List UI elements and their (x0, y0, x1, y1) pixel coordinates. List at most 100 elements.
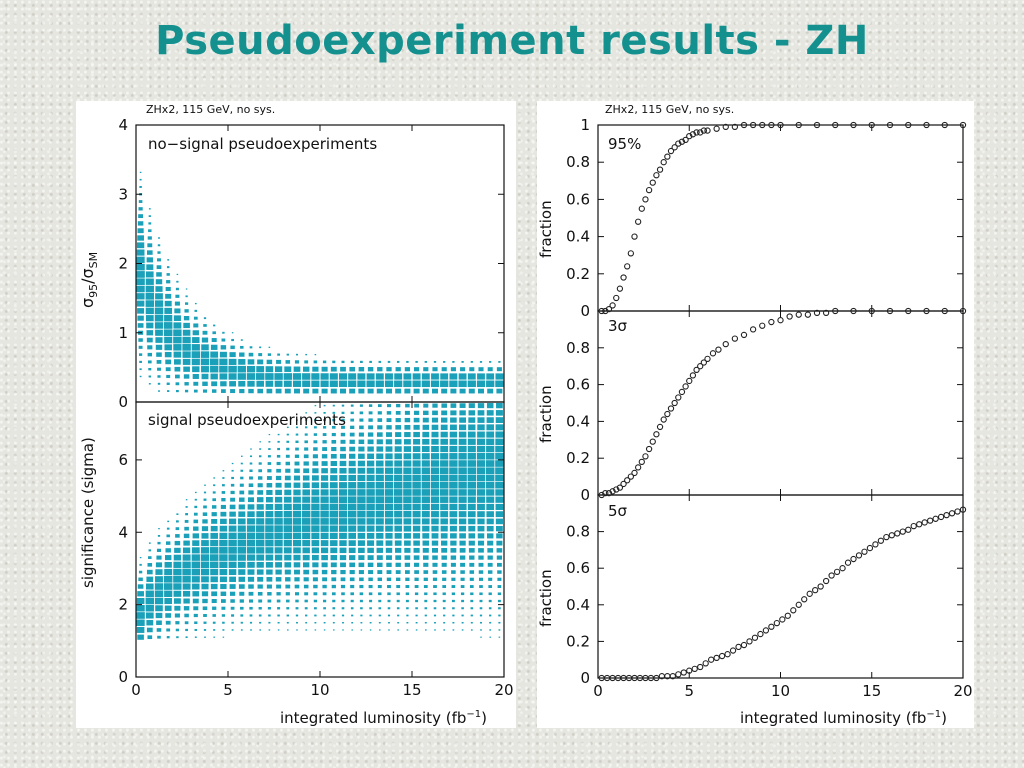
signal-cell (304, 607, 308, 610)
signal-cell (302, 489, 310, 496)
signal-cell (413, 431, 420, 438)
signal-cell (397, 621, 400, 624)
no-signal-cell (443, 360, 446, 363)
p5sigma-point (828, 572, 835, 579)
signal-cell (387, 614, 391, 617)
signal-cell (247, 518, 255, 525)
signal-cell (314, 405, 317, 407)
signal-heatmap (136, 402, 504, 640)
signal-cell (366, 518, 375, 525)
signal-cell (385, 460, 393, 467)
no-signal-cell (183, 322, 190, 329)
signal-cell (468, 548, 475, 553)
signal-cell (477, 503, 485, 511)
signal-cell (377, 577, 383, 582)
signal-cell (384, 489, 394, 496)
signal-cell (228, 539, 237, 547)
signal-cell (294, 592, 300, 596)
no-signal-cell (412, 373, 421, 380)
signal-cell (258, 455, 262, 458)
no-signal-cell (440, 380, 449, 388)
signal-cell (350, 607, 354, 610)
no-signal-cell (421, 380, 430, 388)
p95-point (602, 307, 609, 315)
signal-cell (367, 439, 374, 445)
signal-xtick-label: 5 (223, 681, 233, 699)
signal-cell (477, 403, 485, 409)
p3sigma-point (605, 490, 613, 497)
signal-cell (442, 592, 446, 596)
signal-cell (229, 504, 236, 510)
signal-cell (357, 503, 366, 511)
signal-cell (182, 576, 191, 583)
signal-cell (148, 556, 152, 559)
no-signal-cell (148, 383, 151, 385)
signal-cell (339, 467, 347, 474)
signal-cell (158, 528, 160, 530)
signal-cell (322, 433, 327, 437)
signal-cell (440, 431, 448, 438)
signal-cell (341, 411, 345, 414)
no-signal-cell (154, 307, 164, 315)
signal-cell (458, 489, 467, 496)
sigma-ratio-ylabel: σ95/σSM (78, 252, 100, 308)
signal-cell (415, 614, 418, 617)
signal-cell (311, 518, 320, 525)
signal-cell (182, 590, 191, 597)
signal-cell (397, 629, 399, 631)
signal-cell (173, 568, 182, 576)
signal-cell (486, 533, 494, 539)
signal-cell (386, 577, 392, 582)
signal-cell (460, 570, 465, 574)
signal-cell (441, 562, 447, 567)
signal-cell (413, 417, 420, 423)
signal-cell (305, 412, 308, 414)
signal-cell (314, 629, 317, 631)
signal-cell (258, 469, 263, 473)
no-signal-cell (147, 360, 152, 364)
no-signal-cell (239, 388, 245, 394)
signal-cell (303, 569, 310, 575)
p5sigma-point (697, 663, 704, 671)
signal-cell (323, 607, 326, 610)
no-signal-cell (422, 388, 429, 394)
signal-cell (185, 636, 188, 639)
signal-cell (240, 606, 244, 610)
signal-cell (495, 431, 504, 438)
no-signal-cell (192, 366, 200, 373)
signal-cell (422, 555, 429, 560)
signal-cell (368, 584, 373, 589)
no-signal-cell (369, 360, 372, 363)
p95-point (740, 121, 748, 129)
signal-cell (412, 489, 421, 496)
signal-cell (320, 489, 329, 496)
signal-cell (404, 562, 411, 567)
signal-cell (432, 577, 438, 581)
signal-cell (210, 568, 219, 576)
p5sigma-point (872, 541, 879, 548)
signal-cell (296, 621, 298, 624)
signal-cell (173, 575, 182, 583)
signal-cell (138, 570, 143, 574)
signal-cell (495, 511, 504, 518)
no-signal-cell (247, 380, 255, 387)
no-signal-cell (406, 360, 409, 363)
no-signal-cell (164, 344, 172, 351)
p5sigma-point (844, 559, 852, 566)
no-signal-cell (440, 373, 449, 380)
p3sigma-point (749, 326, 757, 333)
p95-point (616, 285, 624, 292)
no-signal-cell (385, 388, 393, 394)
signal-cell (193, 606, 199, 611)
signal-cell (329, 503, 339, 511)
signal-cell (193, 512, 198, 516)
signal-cell (137, 584, 144, 589)
no-signal-cell (479, 361, 483, 363)
signal-cell (477, 533, 485, 539)
p5sigma-point (910, 522, 917, 530)
signal-cell (441, 403, 447, 408)
p5sigma-point (899, 528, 906, 535)
no-signal-cell (275, 388, 282, 394)
signal-cell (303, 461, 309, 466)
